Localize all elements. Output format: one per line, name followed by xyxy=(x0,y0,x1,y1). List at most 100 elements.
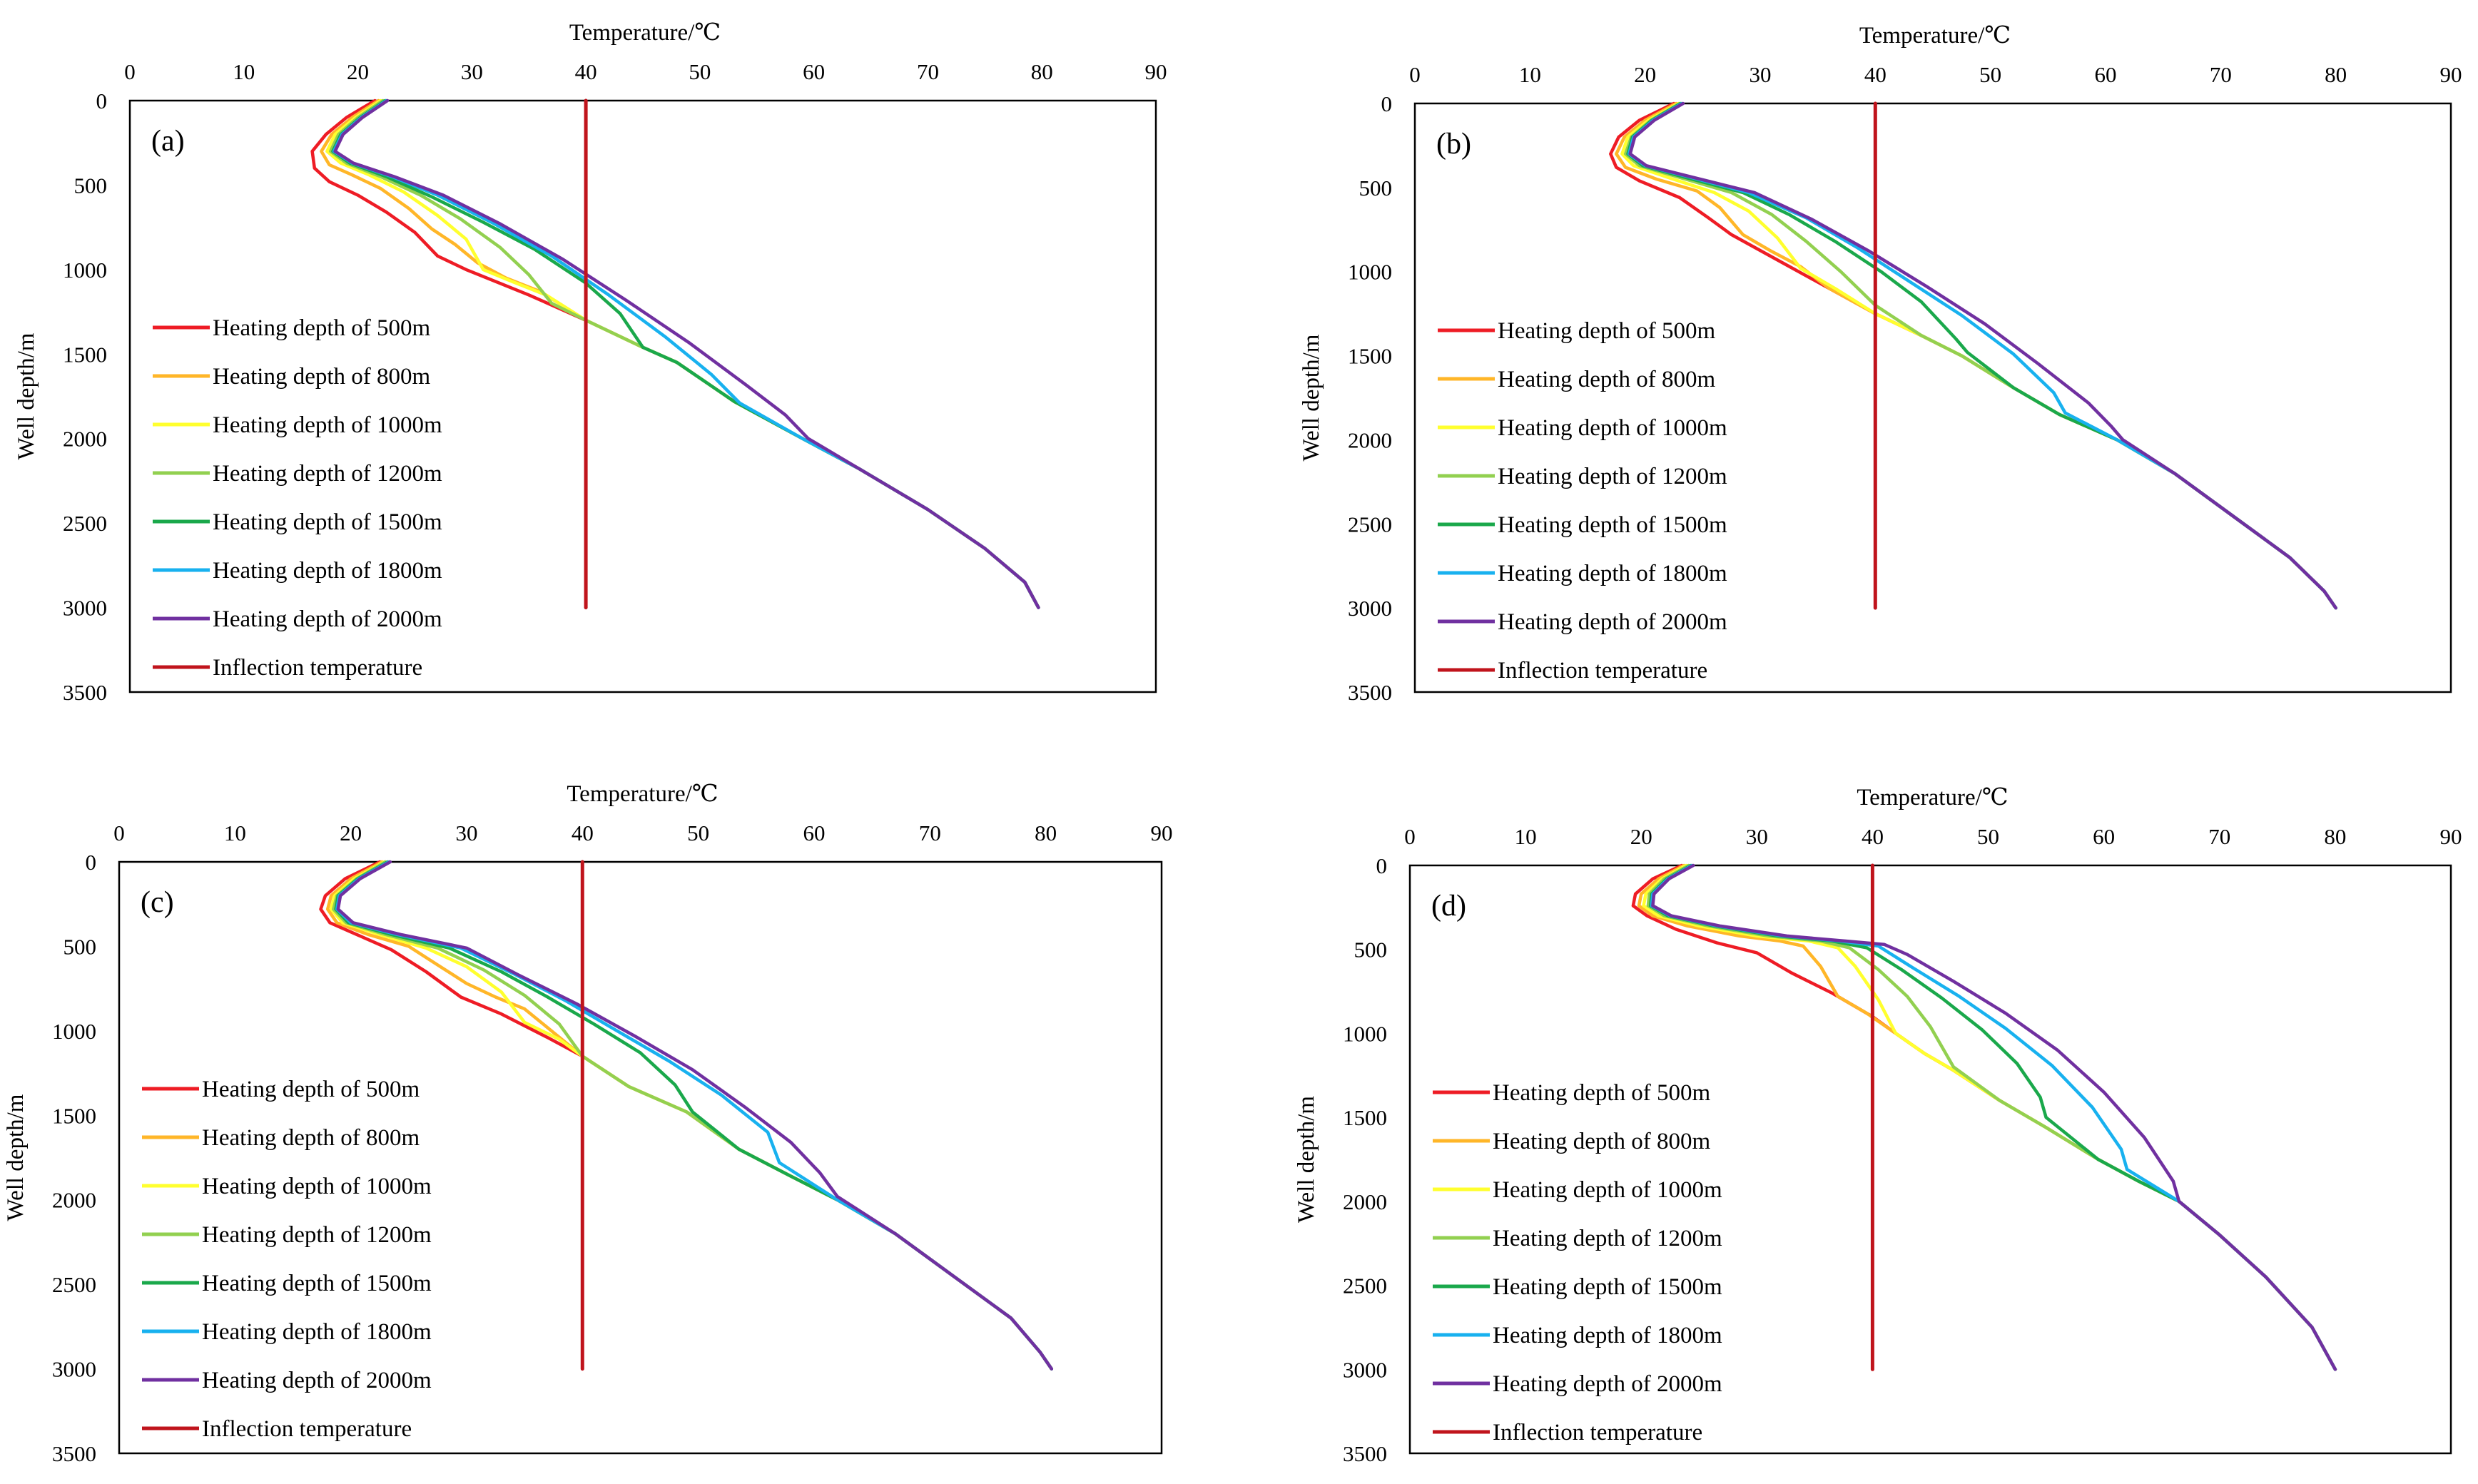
legend-entry: Heating depth of 1200m xyxy=(1493,1226,1722,1251)
x-tick-label: 30 xyxy=(1746,824,1768,849)
legend-entry: Heating depth of 1500m xyxy=(213,509,442,535)
y-tick-label: 1500 xyxy=(1343,1105,1387,1130)
y-tick-label: 2500 xyxy=(1348,512,1392,537)
legend-entry: Heating depth of 2000m xyxy=(1498,609,1727,635)
series-line-h2000 xyxy=(336,860,1054,1371)
legend-entry: Heating depth of 800m xyxy=(202,1125,420,1151)
plot-frame xyxy=(128,99,1157,693)
x-tick-label: 50 xyxy=(689,59,711,84)
y-tick-label: 3500 xyxy=(63,680,107,705)
x-tick-label: 80 xyxy=(2325,62,2347,87)
x-tick-label: 0 xyxy=(1409,62,1421,87)
y-tick-label: 3500 xyxy=(52,1441,96,1466)
panel-label: (b) xyxy=(1436,128,1471,161)
x-tick-label: 60 xyxy=(2095,62,2117,87)
y-tick-label: 3000 xyxy=(1343,1357,1387,1382)
legend-entry: Inflection temperature xyxy=(1498,658,1707,683)
y-tick-label: 0 xyxy=(86,850,97,875)
legend-entry: Inflection temperature xyxy=(213,655,422,681)
y-axis-title: Well depth/m xyxy=(14,332,39,459)
y-tick-label: 1500 xyxy=(1348,344,1392,369)
y-axis-title: Well depth/m xyxy=(3,1094,29,1221)
x-tick-label: 90 xyxy=(2440,62,2462,87)
legend-entry: Heating depth of 2000m xyxy=(202,1368,432,1393)
x-tick-label: 70 xyxy=(2208,824,2230,849)
x-tick-label: 60 xyxy=(2093,824,2115,849)
panel-c: 0 10 20 30 40 50 60 70 80 90 0 500 1000 1500 2000 2500 3… xyxy=(3,781,1173,1466)
x-tick-label: 80 xyxy=(2324,824,2346,849)
x-tick-label: 70 xyxy=(2210,62,2232,87)
x-tick-label: 40 xyxy=(1864,62,1887,87)
y-tick-label: 2000 xyxy=(1343,1189,1387,1214)
legend-entry: Heating depth of 2000m xyxy=(213,606,442,632)
legend-entry: Heating depth of 800m xyxy=(1498,367,1716,392)
y-tick-label: 3500 xyxy=(1343,1441,1387,1466)
y-tick-label: 2500 xyxy=(1343,1274,1387,1298)
x-tick-label: 20 xyxy=(1634,62,1656,87)
legend-entry: Heating depth of 2000m xyxy=(1493,1371,1722,1397)
legend-entry: Inflection temperature xyxy=(1493,1420,1702,1445)
legend-entry: Heating depth of 1500m xyxy=(1498,512,1727,538)
legend-entry: Heating depth of 1000m xyxy=(213,412,442,438)
legend-entry: Heating depth of 1000m xyxy=(1493,1177,1722,1203)
legend-entry: Heating depth of 1200m xyxy=(213,461,442,487)
legend-entry: Heating depth of 1800m xyxy=(202,1319,432,1345)
x-tick-label: 30 xyxy=(456,820,478,845)
legend-entry: Heating depth of 1500m xyxy=(1493,1274,1722,1300)
x-tick-label: 0 xyxy=(1404,824,1416,849)
legend-entry: Heating depth of 1200m xyxy=(1498,464,1727,489)
y-tick-label: 2500 xyxy=(63,511,107,536)
legend-entry: Heating depth of 1500m xyxy=(202,1271,432,1296)
y-tick-label: 500 xyxy=(1354,937,1388,962)
x-tick-label: 30 xyxy=(461,59,483,84)
x-tick-label: 20 xyxy=(347,59,369,84)
series-line-h2000 xyxy=(1628,101,2337,610)
x-axis-title: Temperature/℃ xyxy=(567,781,718,807)
y-tick-label: 1000 xyxy=(1348,260,1392,285)
panel-label: (c) xyxy=(141,886,174,919)
y-tick-label: 1500 xyxy=(63,342,107,367)
x-tick-label: 90 xyxy=(1145,59,1167,84)
legend-entry: Heating depth of 500m xyxy=(202,1077,420,1102)
legend-entry: Heating depth of 1000m xyxy=(1498,415,1727,441)
x-tick-label: 60 xyxy=(803,59,825,84)
x-axis-title: Temperature/℃ xyxy=(569,20,721,46)
y-axis-title: Well depth/m xyxy=(1294,1096,1319,1223)
x-axis-title: Temperature/℃ xyxy=(1859,23,2011,49)
panel-b: 0 10 20 30 40 50 60 70 80 90 0 500 1000 1500 2000 2500 3… xyxy=(1299,23,2462,705)
x-tick-label: 50 xyxy=(687,820,709,845)
y-tick-label: 500 xyxy=(1359,176,1393,200)
x-tick-label: 80 xyxy=(1035,820,1057,845)
x-tick-label: 70 xyxy=(917,59,939,84)
x-tick-label: 10 xyxy=(1519,62,1541,87)
y-tick-label: 1000 xyxy=(63,258,107,283)
y-tick-label: 3000 xyxy=(63,596,107,621)
panel-label: (d) xyxy=(1431,890,1466,923)
x-tick-label: 0 xyxy=(113,820,125,845)
y-tick-label: 2000 xyxy=(63,427,107,452)
panel-d: 0 10 20 30 40 50 60 70 80 90 0 500 1000 1500 2000 2500 3… xyxy=(1294,785,2462,1466)
series-line-h2000 xyxy=(1651,863,2337,1371)
legend-entry: Heating depth of 1800m xyxy=(1493,1323,1722,1348)
legend-entry: Inflection temperature xyxy=(202,1416,412,1442)
x-tick-label: 50 xyxy=(1979,62,2001,87)
y-axis-title: Well depth/m xyxy=(1299,334,1324,461)
legend-entry: Heating depth of 1000m xyxy=(202,1174,432,1199)
y-tick-label: 1000 xyxy=(1343,1021,1387,1046)
plot-frame xyxy=(1408,864,2452,1455)
x-tick-label: 60 xyxy=(803,820,826,845)
x-tick-label: 30 xyxy=(1750,62,1772,87)
y-tick-label: 2000 xyxy=(1348,427,1392,452)
panel-label: (a) xyxy=(151,125,185,158)
x-tick-label: 10 xyxy=(1515,824,1537,849)
plot-frame xyxy=(118,860,1163,1455)
y-tick-label: 3000 xyxy=(1348,596,1392,621)
plot-frame xyxy=(1413,102,2452,693)
legend-entry: Heating depth of 1200m xyxy=(202,1222,432,1248)
legend-entry: Heating depth of 1800m xyxy=(213,558,442,584)
x-tick-label: 20 xyxy=(1630,824,1652,849)
y-tick-label: 3500 xyxy=(1348,680,1392,705)
legend-entry: Heating depth of 800m xyxy=(1493,1129,1711,1154)
legend-entry: Heating depth of 1800m xyxy=(1498,561,1727,586)
